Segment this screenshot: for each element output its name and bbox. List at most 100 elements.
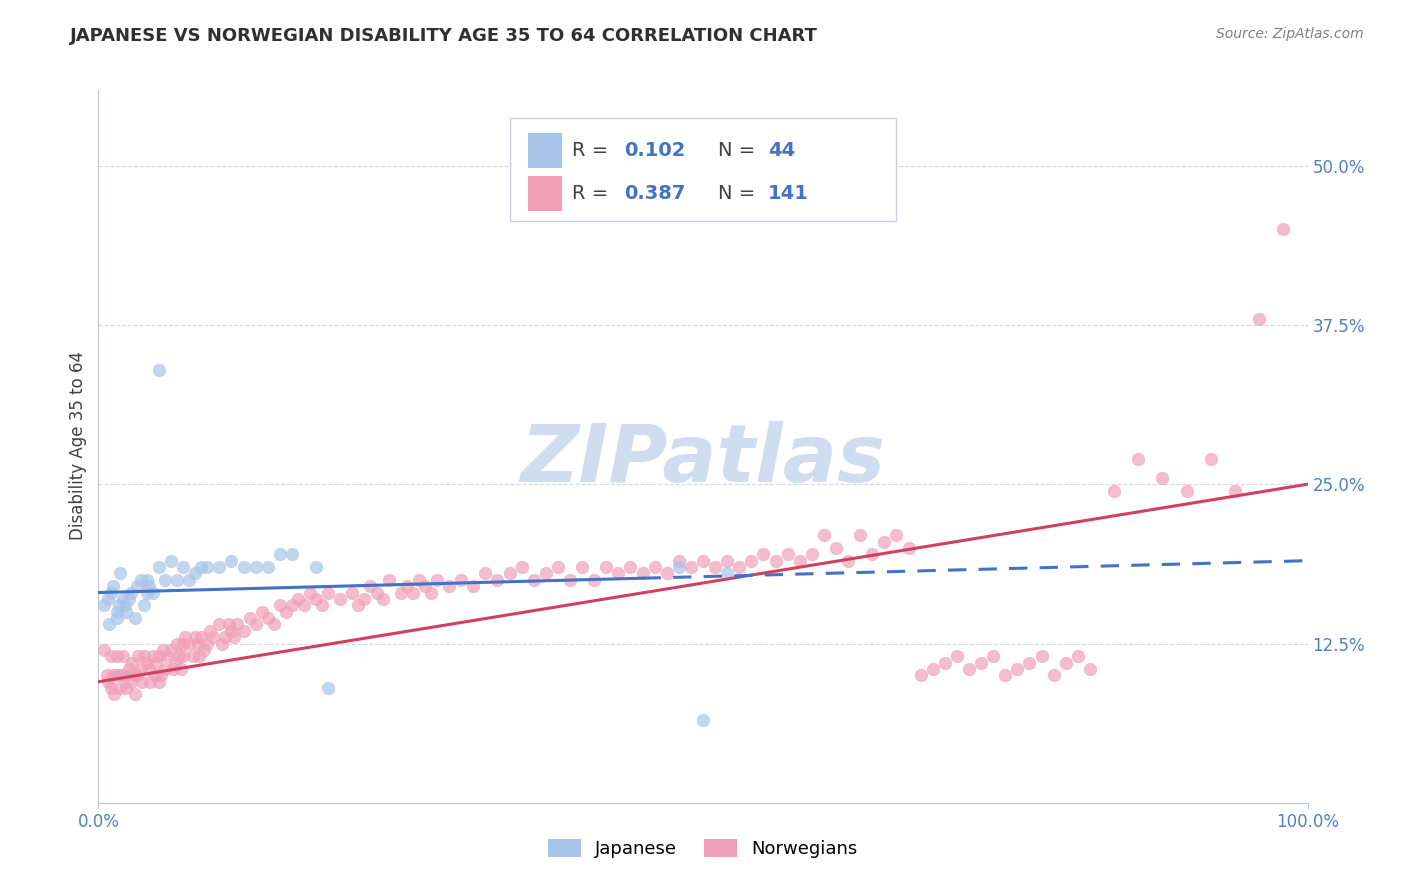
- Point: [1031, 649, 1053, 664]
- Point: [101, 668, 124, 682]
- Point: [299, 585, 322, 599]
- Point: [93, 643, 115, 657]
- Point: [124, 668, 146, 682]
- Point: [510, 560, 533, 574]
- Point: [1018, 656, 1040, 670]
- Point: [450, 573, 472, 587]
- Point: [120, 585, 142, 599]
- Text: 0.102: 0.102: [624, 141, 686, 160]
- Point: [179, 573, 201, 587]
- Point: [329, 591, 352, 606]
- Point: [934, 656, 956, 670]
- Point: [765, 554, 787, 568]
- Point: [1152, 471, 1174, 485]
- Point: [668, 554, 690, 568]
- Point: [1102, 483, 1125, 498]
- Point: [124, 688, 146, 702]
- Point: [103, 688, 125, 702]
- Point: [910, 668, 932, 682]
- Point: [245, 617, 267, 632]
- Point: [135, 656, 157, 670]
- Point: [981, 649, 1004, 664]
- Point: [631, 566, 654, 581]
- Point: [166, 636, 188, 650]
- Point: [921, 662, 943, 676]
- Point: [607, 566, 630, 581]
- Text: N =: N =: [717, 141, 761, 160]
- Point: [1249, 311, 1271, 326]
- Point: [100, 649, 122, 664]
- Point: [437, 579, 460, 593]
- Point: [115, 681, 138, 695]
- Point: [208, 617, 231, 632]
- Point: [142, 649, 165, 664]
- Point: [789, 554, 811, 568]
- Text: R =: R =: [572, 184, 614, 202]
- Point: [316, 681, 339, 695]
- Point: [1067, 649, 1090, 664]
- Point: [108, 681, 131, 695]
- Point: [129, 573, 152, 587]
- Point: [108, 668, 131, 682]
- Point: [100, 585, 122, 599]
- Point: [174, 630, 197, 644]
- Point: [221, 554, 243, 568]
- Point: [946, 649, 969, 664]
- Point: [148, 560, 170, 574]
- Point: [166, 573, 188, 587]
- Point: [534, 566, 557, 581]
- Point: [740, 554, 762, 568]
- Point: [211, 636, 233, 650]
- Point: [420, 585, 443, 599]
- Point: [148, 649, 170, 664]
- Point: [263, 617, 285, 632]
- Point: [111, 591, 134, 606]
- Point: [800, 547, 823, 561]
- Point: [190, 560, 212, 574]
- Point: [558, 573, 581, 587]
- Point: [316, 585, 339, 599]
- Point: [311, 599, 333, 613]
- Point: [156, 649, 179, 664]
- Point: [184, 566, 207, 581]
- Point: [118, 591, 141, 606]
- Point: [728, 560, 751, 574]
- Point: [108, 599, 131, 613]
- Point: [1078, 662, 1101, 676]
- Point: [287, 591, 309, 606]
- Point: [134, 649, 156, 664]
- Point: [115, 605, 138, 619]
- Point: [1199, 451, 1222, 466]
- Point: [776, 547, 799, 561]
- Point: [142, 585, 165, 599]
- Point: [873, 534, 896, 549]
- Point: [402, 585, 425, 599]
- Point: [752, 547, 775, 561]
- Point: [100, 681, 122, 695]
- Point: [886, 528, 908, 542]
- Point: [1054, 656, 1077, 670]
- Point: [256, 560, 278, 574]
- FancyBboxPatch shape: [527, 134, 561, 168]
- Point: [716, 554, 738, 568]
- Point: [187, 636, 209, 650]
- Point: [1223, 483, 1246, 498]
- Point: [202, 630, 225, 644]
- Point: [172, 649, 194, 664]
- Point: [957, 662, 980, 676]
- Point: [172, 636, 194, 650]
- Point: [153, 662, 176, 676]
- Point: [198, 624, 221, 638]
- Point: [463, 579, 485, 593]
- Point: [108, 566, 131, 581]
- Point: [134, 599, 156, 613]
- Point: [101, 579, 124, 593]
- Point: [269, 547, 291, 561]
- Point: [353, 591, 375, 606]
- Point: [595, 560, 617, 574]
- Point: [474, 566, 496, 581]
- Point: [1042, 668, 1064, 682]
- Point: [148, 362, 170, 376]
- Point: [644, 560, 666, 574]
- Point: [897, 541, 920, 555]
